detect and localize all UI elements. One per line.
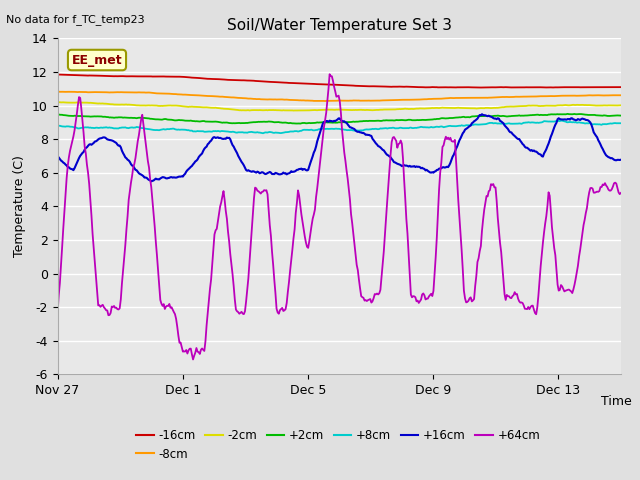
Line: -16cm: -16cm [58, 74, 621, 87]
+8cm [557, 118, 565, 123]
-8cm [54, 89, 61, 95]
+16cm [518, 140, 525, 145]
-8cm [390, 97, 398, 103]
-2cm [290, 108, 298, 113]
+2cm [326, 120, 333, 125]
-8cm [516, 94, 524, 100]
Line: +16cm: +16cm [58, 114, 621, 181]
+8cm [390, 125, 398, 131]
Y-axis label: Temperature (C): Temperature (C) [13, 156, 26, 257]
-16cm [54, 72, 61, 77]
+64cm [326, 72, 333, 77]
+8cm [326, 126, 333, 132]
+8cm [516, 120, 524, 126]
-2cm [518, 103, 525, 109]
-2cm [361, 107, 369, 113]
+64cm [189, 357, 197, 362]
+64cm [54, 310, 61, 315]
-2cm [617, 102, 625, 108]
-2cm [605, 103, 613, 108]
+2cm [605, 113, 613, 119]
+16cm [390, 159, 398, 165]
-16cm [475, 84, 483, 90]
-8cm [617, 92, 625, 98]
+2cm [323, 120, 330, 125]
+8cm [360, 127, 367, 133]
-8cm [326, 98, 333, 104]
Line: -2cm: -2cm [58, 102, 621, 110]
+8cm [605, 121, 613, 127]
X-axis label: Time: Time [602, 395, 632, 408]
+16cm [605, 155, 613, 160]
-8cm [323, 98, 330, 104]
Title: Soil/Water Temperature Set 3: Soil/Water Temperature Set 3 [227, 18, 452, 33]
+2cm [296, 120, 304, 126]
+8cm [259, 131, 267, 136]
-16cm [323, 82, 330, 87]
+8cm [323, 126, 330, 132]
-16cm [390, 84, 398, 90]
+16cm [326, 118, 333, 123]
+64cm [391, 136, 399, 142]
+64cm [327, 73, 335, 79]
Text: No data for f_TC_temp23: No data for f_TC_temp23 [6, 14, 145, 25]
+2cm [360, 118, 367, 124]
+16cm [360, 130, 367, 136]
-8cm [321, 98, 329, 104]
-2cm [56, 99, 64, 105]
Line: +8cm: +8cm [58, 120, 621, 133]
+64cm [605, 188, 613, 193]
-16cm [617, 84, 625, 90]
+64cm [323, 110, 330, 116]
-16cm [55, 72, 63, 77]
+64cm [361, 298, 369, 303]
+2cm [390, 118, 398, 123]
-16cm [605, 84, 613, 90]
-16cm [360, 83, 367, 89]
+64cm [617, 190, 625, 196]
Line: +64cm: +64cm [58, 74, 621, 360]
+16cm [54, 154, 61, 159]
Line: +2cm: +2cm [58, 114, 621, 123]
+16cm [323, 118, 330, 124]
-2cm [54, 99, 61, 105]
+2cm [564, 111, 572, 117]
-2cm [323, 107, 331, 112]
-16cm [326, 82, 333, 87]
Text: EE_met: EE_met [72, 53, 122, 67]
+64cm [518, 300, 525, 305]
+16cm [147, 179, 155, 184]
+16cm [478, 111, 486, 117]
Line: -8cm: -8cm [58, 92, 621, 101]
-16cm [518, 84, 525, 90]
-2cm [391, 107, 399, 112]
+8cm [617, 120, 625, 126]
+8cm [54, 122, 61, 128]
+2cm [54, 111, 61, 117]
Legend: -16cm, -8cm, -2cm, +2cm, +8cm, +16cm, +64cm: -16cm, -8cm, -2cm, +2cm, +8cm, +16cm, +6… [131, 424, 545, 465]
-8cm [605, 93, 612, 98]
-2cm [327, 107, 335, 112]
-8cm [360, 98, 367, 104]
+2cm [516, 113, 524, 119]
+16cm [617, 157, 625, 163]
+2cm [617, 113, 625, 119]
